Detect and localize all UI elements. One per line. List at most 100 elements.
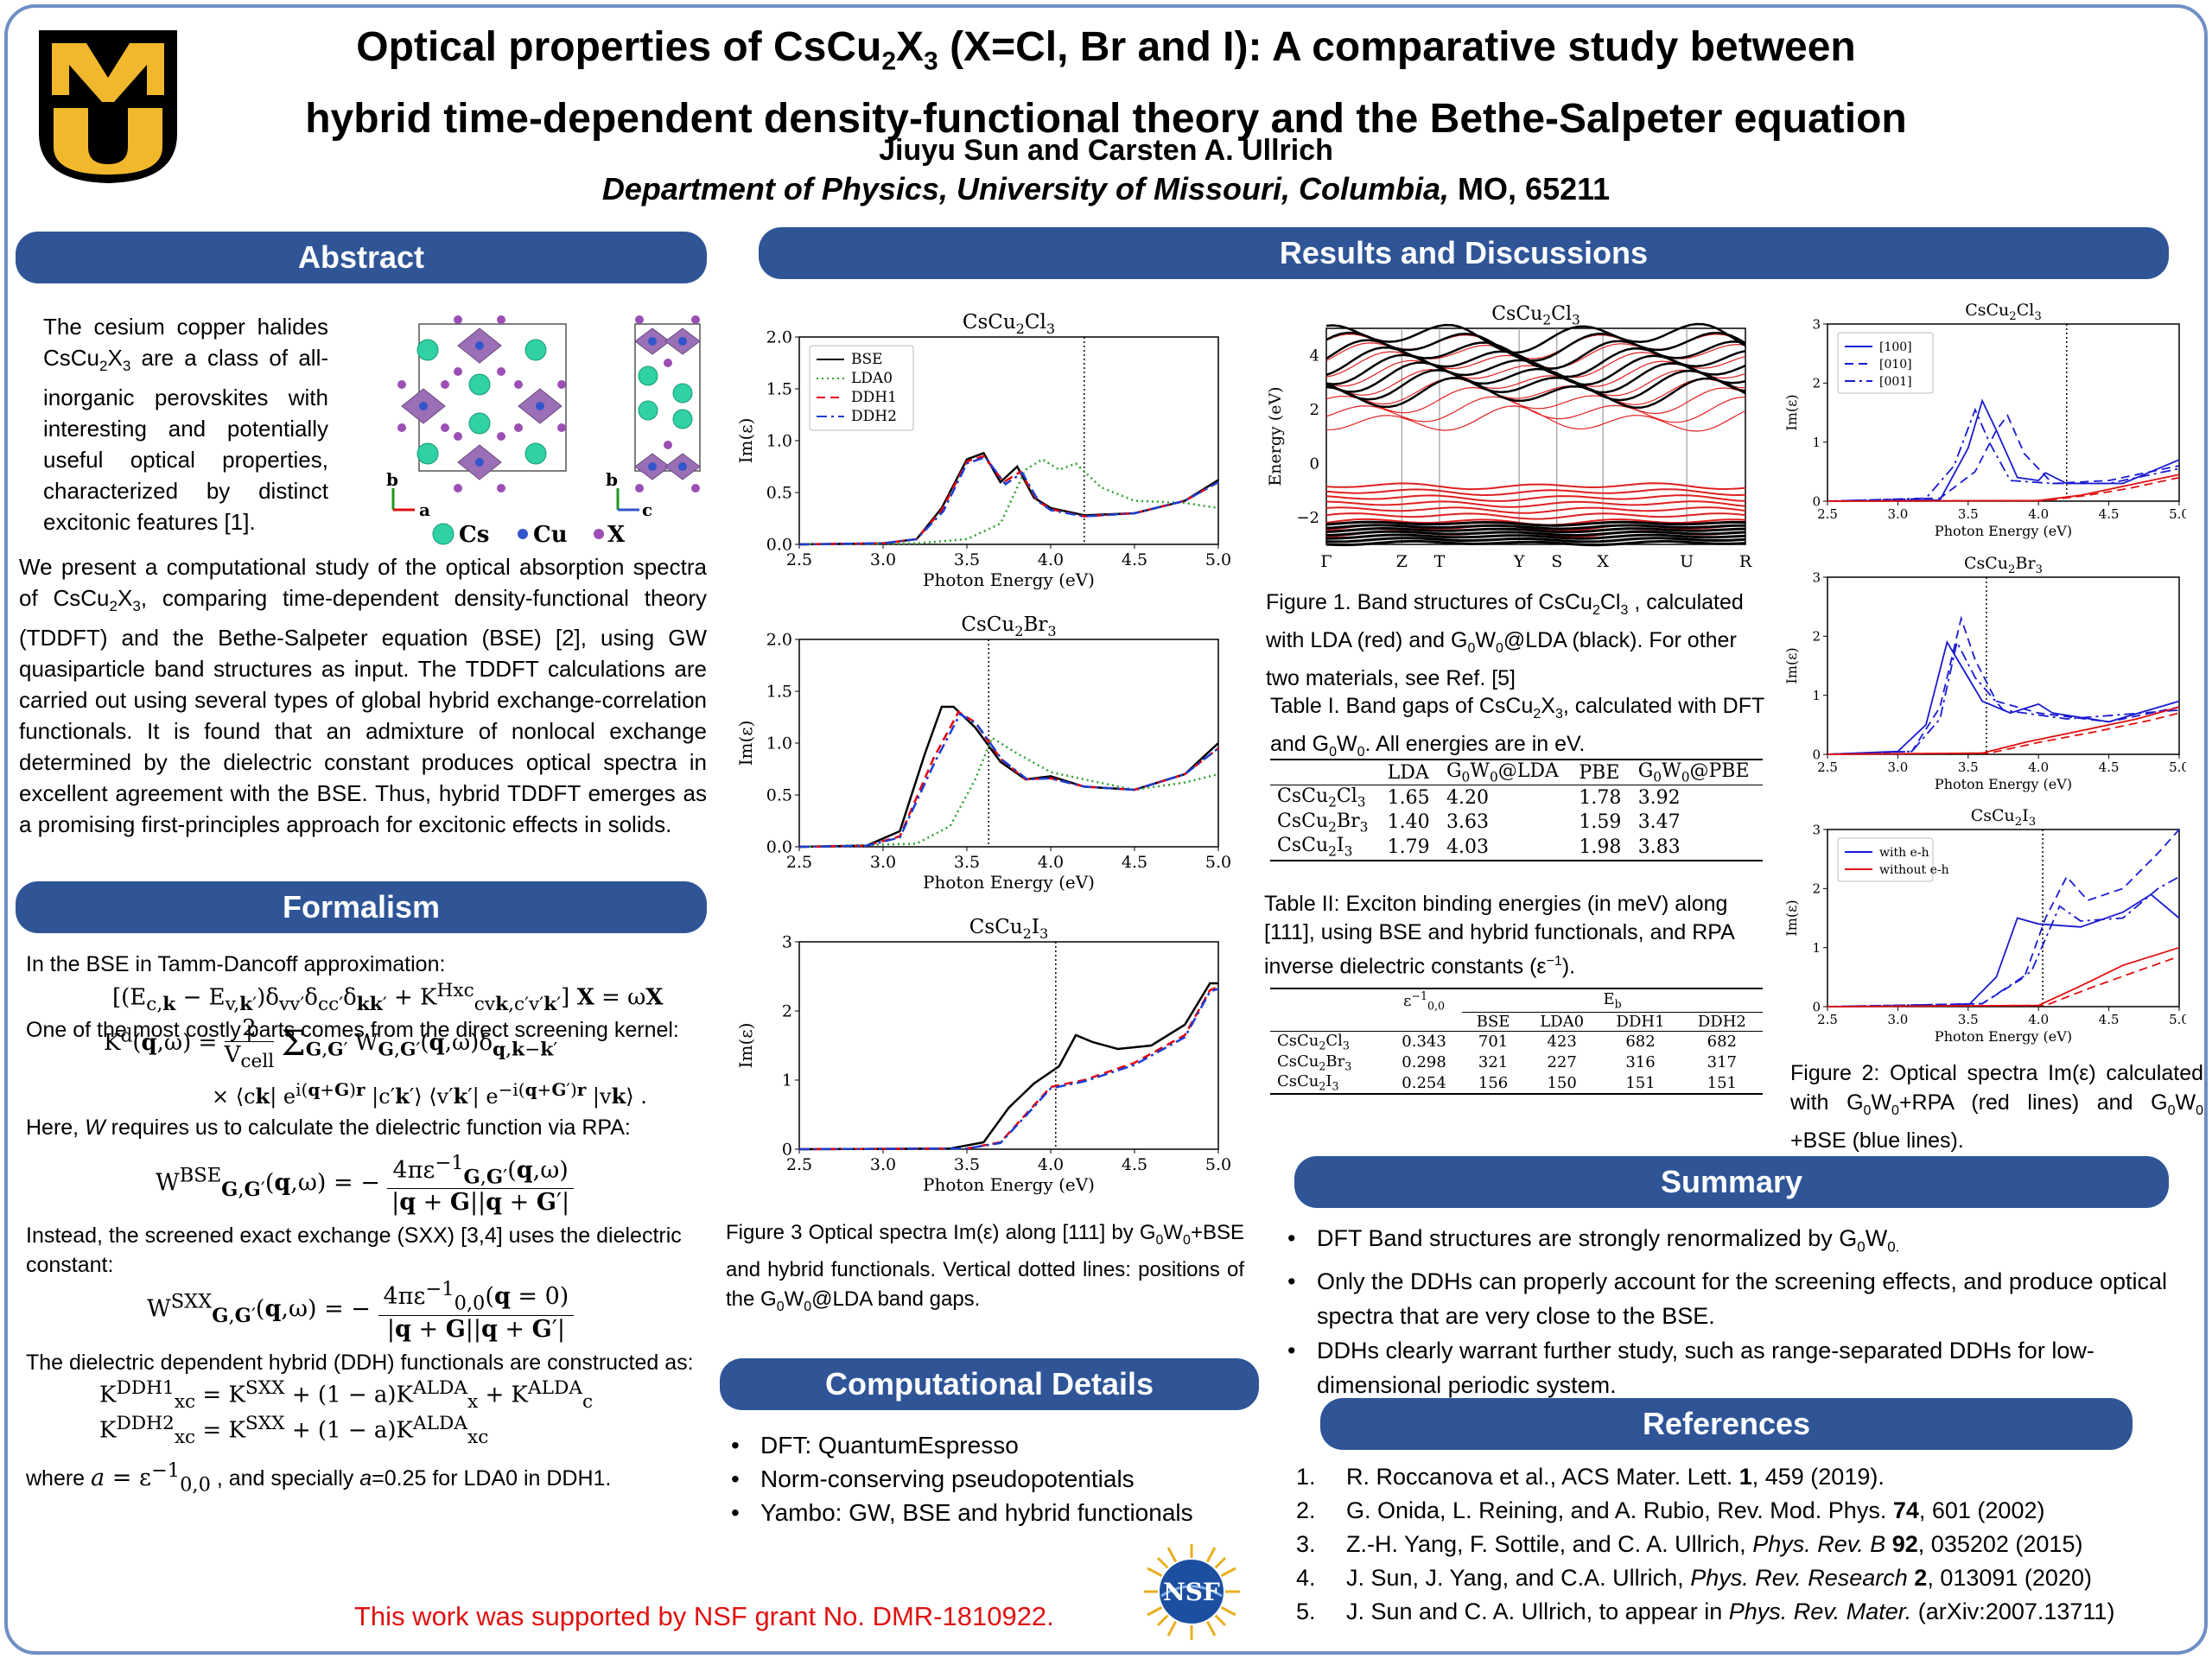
funding-note: This work was supported by NSF grant No.… bbox=[354, 1601, 1054, 1631]
x-axis-label: Photon Energy (eV) bbox=[923, 872, 1095, 893]
table-cell: CsCu2Cl3 bbox=[1277, 1032, 1350, 1052]
eq-ddh1: KDDH1xc = KSXX + (1 − a)KALDAx + KALDAc bbox=[99, 1376, 594, 1413]
band-line bbox=[1325, 331, 1746, 362]
table-cell: 0.343 bbox=[1402, 1033, 1446, 1052]
formalism-text-1: In the BSE in Tamm-Dancoff approximation… bbox=[26, 952, 446, 976]
plot-frame bbox=[798, 941, 1219, 1150]
series-line bbox=[798, 710, 1219, 849]
y-tick-label: 1.5 bbox=[766, 380, 792, 399]
table-cell: CsCu2Br3 bbox=[1277, 1052, 1352, 1073]
axis-b2-label: b bbox=[606, 469, 618, 490]
comp-item: Yambo: GW, BSE and hybrid functionals bbox=[724, 1496, 1260, 1529]
table-header: LDA0 bbox=[1540, 1013, 1585, 1032]
y-axis-label: Im(ε) bbox=[1783, 394, 1800, 430]
fig2-chart-cscu2br3: CsCu2​Br3​ 2.5 3.0 3.5 4.0 4.5 5.0 0 1 2 3 Photon E… bbox=[1783, 554, 2186, 792]
summary-item: Only the DDHs can properly account for t… bbox=[1281, 1264, 2188, 1333]
legend-box bbox=[1837, 837, 1934, 882]
band-line bbox=[1325, 524, 1746, 531]
x-tick-label: 3.5 bbox=[954, 550, 980, 569]
crystal-structure-figure: b a b c Cs Cu X bbox=[386, 315, 701, 548]
legend-label: [001] bbox=[1879, 375, 1912, 389]
summary-heading: Summary bbox=[1294, 1156, 2169, 1208]
y-tick-label: 2 bbox=[1812, 629, 1821, 645]
series-line bbox=[1827, 615, 2180, 755]
table-cell: 4.20 bbox=[1446, 787, 1489, 810]
band-line bbox=[1325, 368, 1746, 397]
legend-label: DDH1 bbox=[851, 389, 897, 406]
x-tick-label: 2.5 bbox=[1817, 506, 1838, 522]
kpoint-label: X bbox=[1597, 552, 1609, 571]
x-tick-label: 3.5 bbox=[1958, 1012, 1979, 1027]
chart-title: CsCu2​Br3​ bbox=[961, 613, 1056, 639]
y-axis-label: Im(ε) bbox=[1783, 899, 1800, 936]
band-line bbox=[1325, 482, 1746, 491]
y-tick-label: 1.0 bbox=[766, 734, 792, 753]
x-axis-label: Photon Energy (eV) bbox=[923, 569, 1095, 590]
kpoint-label: S bbox=[1551, 552, 1562, 571]
y-tick-label: 1.0 bbox=[766, 432, 792, 451]
series-line bbox=[798, 982, 1218, 1151]
band-line bbox=[1325, 494, 1746, 502]
band-line bbox=[1325, 405, 1746, 432]
y-tick-label: 3 bbox=[1812, 569, 1821, 585]
fig3-chart-cscu2cl3: CsCu2​Cl3​ 2.5 3.0 3.5 4.0 4.5 5.0 0.0 0.5 1.0 1.5… bbox=[735, 311, 1231, 590]
table-row: CsCu2Cl3 1.65 4.20 1.78 3.92 bbox=[1270, 785, 1763, 810]
axis-c-label: c bbox=[642, 499, 652, 520]
results-heading: Results and Discussions bbox=[759, 227, 2169, 279]
table-cell: 682 bbox=[1625, 1033, 1656, 1052]
y-tick-label: 2 bbox=[1812, 881, 1821, 897]
y-tick-label: 0.5 bbox=[766, 484, 792, 503]
y-tick-label: 2.0 bbox=[766, 328, 792, 347]
summary-item: DDHs clearly warrant further study, such… bbox=[1281, 1333, 2188, 1402]
table-cell: 151 bbox=[1625, 1073, 1656, 1092]
legend-box bbox=[1837, 332, 1934, 394]
reference-item: 2. G. Onida, L. Reining, and A. Rubio, Re… bbox=[1296, 1497, 2045, 1523]
x-tick-label: 4.5 bbox=[2099, 760, 2120, 775]
y-tick-label: 1 bbox=[1812, 688, 1821, 703]
x-tick-label: 3.0 bbox=[870, 853, 896, 872]
x-tick-label: 5.0 bbox=[2169, 1012, 2186, 1027]
table-cell: CsCu2Br3 bbox=[1277, 810, 1369, 836]
x-tick-label: 5.0 bbox=[1205, 853, 1231, 872]
table-header bbox=[1386, 1013, 1462, 1032]
y-tick-label: 2 bbox=[1812, 376, 1821, 391]
table-cell: 316 bbox=[1625, 1052, 1656, 1071]
table-cell: 423 bbox=[1547, 1033, 1577, 1052]
x-tick-label: 4.0 bbox=[2028, 506, 2049, 522]
table-cell: 0.298 bbox=[1402, 1052, 1446, 1071]
fig2-chart-cscu2cl3: CsCu2​Cl3​ 2.5 3.0 3.5 4.0 4.5 5.0 0 1 2 3 Photon E… bbox=[1783, 301, 2186, 539]
legend-label: [100] bbox=[1879, 340, 1912, 354]
series-line bbox=[798, 454, 1219, 546]
legend-label: without e-h bbox=[1879, 863, 1949, 877]
y-tick-label: 1 bbox=[782, 1071, 792, 1090]
y-tick-label: 0 bbox=[1812, 747, 1821, 762]
legend-label: BSE bbox=[851, 351, 883, 368]
y-tick-label: 2.0 bbox=[766, 631, 792, 650]
legend-label: with e-h bbox=[1879, 846, 1929, 860]
x-tick-label: 4.5 bbox=[1122, 550, 1147, 569]
series-line bbox=[798, 458, 1219, 546]
series-line bbox=[1827, 407, 2180, 502]
band-line bbox=[1325, 500, 1746, 508]
x-tick-label: 4.5 bbox=[1122, 1155, 1147, 1174]
series-line bbox=[1827, 712, 2180, 755]
table-cell: 4.03 bbox=[1446, 836, 1489, 858]
abstract-heading: Abstract bbox=[16, 232, 707, 283]
band-structure-figure: CsCu2​Cl3​ Γ Z T Y S X U R −2 0 2 4 Energy (eV) bbox=[1266, 303, 1752, 571]
nsf-logo: NSF bbox=[1144, 1544, 1240, 1640]
x-tick-label: 2.5 bbox=[1817, 1012, 1838, 1027]
y-tick-label: 2 bbox=[782, 1002, 792, 1021]
y-axis-label: Im(ε) bbox=[735, 721, 756, 766]
series-line bbox=[798, 712, 1219, 849]
y-axis-label: Im(ε) bbox=[1783, 647, 1800, 683]
band-y-axis-label: Energy (eV) bbox=[1266, 386, 1285, 486]
chart-title: CsCu2​I3​ bbox=[1971, 806, 2037, 829]
table-cell: 3.63 bbox=[1446, 811, 1489, 834]
band-title: CsCu2​Cl3​ bbox=[1491, 303, 1580, 328]
formalism-text-6: where a = ε−10,0 , and specially a=0.25 … bbox=[26, 1459, 612, 1496]
chart-title: CsCu2​Cl3​ bbox=[963, 311, 1055, 337]
formalism-text-4: Instead, the screened exact exchange (SX… bbox=[26, 1224, 682, 1278]
series-line bbox=[1827, 893, 2180, 1007]
fig3-chart-cscu2i3: CsCu2​I3​ 2.5 3.0 3.5 4.0 4.5 5.0 0 1 2 3 Photon En… bbox=[735, 916, 1231, 1195]
kpoint-label: R bbox=[1739, 552, 1752, 571]
